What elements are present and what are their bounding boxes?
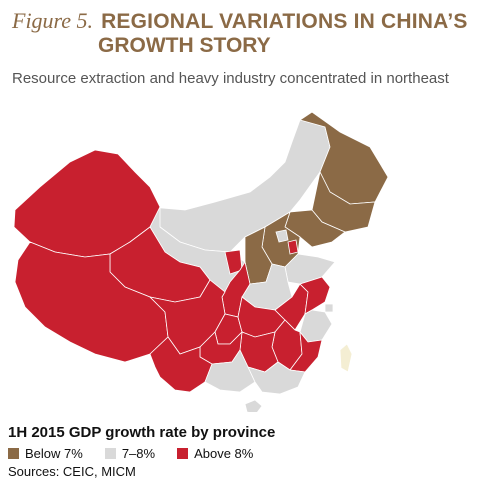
region-guangdong — [247, 361, 306, 395]
china-province-map — [13, 111, 389, 412]
region-zhejiang — [299, 309, 333, 343]
figure-label: Figure 5. — [12, 8, 94, 33]
legend-item-above: Above 8% — [177, 446, 253, 461]
map-caption: 1H 2015 GDP growth rate by province — [8, 424, 276, 441]
region-beijing — [275, 229, 289, 243]
map-legend: Below 7% 7–8% Above 8% — [8, 446, 275, 461]
region-shandong — [284, 253, 336, 285]
region-jiangsu — [299, 276, 331, 315]
legend-swatch-mid — [104, 448, 116, 459]
region-fujian — [289, 330, 323, 373]
legend-swatch-below — [8, 448, 19, 459]
sources-note: Sources: CEIC, MICM — [8, 464, 136, 479]
figure-title-line1: REGIONAL VARIATIONS IN CHINA’S — [101, 10, 468, 33]
region-hainan — [244, 399, 263, 412]
legend-label-above: Above 8% — [194, 446, 254, 461]
region-taiwan — [339, 343, 353, 373]
figure-header: Figure 5. REGIONAL VARIATIONS IN CHINA’S… — [12, 8, 492, 58]
legend-item-mid: 7–8% — [104, 446, 156, 461]
legend-item-below: Below 7% — [8, 446, 83, 461]
legend-swatch-above — [177, 448, 189, 459]
legend-label-below: Below 7% — [25, 446, 83, 461]
region-tianjin — [287, 239, 299, 255]
region-shanghai — [324, 303, 334, 313]
legend-label-mid: 7–8% — [121, 446, 156, 461]
figure-title-line2: GROWTH STORY — [98, 34, 271, 57]
figure-title-row: Figure 5. REGIONAL VARIATIONS IN CHINA’S — [12, 8, 492, 34]
figure-subtitle: Resource extraction and heavy industry c… — [12, 70, 449, 87]
